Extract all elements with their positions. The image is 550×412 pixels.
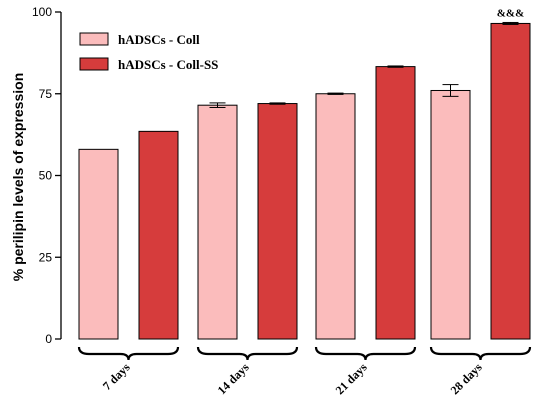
category-brace — [77, 346, 180, 361]
category-label: 7 days — [100, 360, 133, 393]
y-tick-label: 0 — [45, 332, 52, 346]
category-labels: 7 days 14 days 21 days 28 days — [77, 346, 532, 397]
category-brace — [314, 346, 417, 361]
legend: hADSCs - Coll hADSCs - Coll-SS — [79, 32, 218, 72]
bar — [490, 22, 531, 340]
bar — [78, 148, 119, 340]
bar — [257, 103, 298, 340]
legend-label: hADSCs - Coll-SS — [118, 57, 218, 72]
bar — [197, 104, 238, 340]
y-tick-label: 50 — [39, 169, 53, 183]
category-label: 14 days — [215, 360, 252, 397]
y-tick-label: 25 — [39, 250, 53, 264]
y-tick-label: 100 — [32, 5, 52, 19]
category-brace — [196, 346, 299, 361]
bar — [315, 93, 356, 340]
y-axis: 0 25 50 75 100 — [32, 5, 62, 346]
category-label: 21 days — [333, 360, 370, 397]
category-brace — [429, 346, 532, 361]
significance-annotation: &&& — [497, 7, 525, 19]
legend-swatch — [79, 57, 109, 71]
legend-swatch — [79, 32, 109, 46]
legend-label: hADSCs - Coll — [118, 32, 200, 47]
y-axis-label: % perilipin levels of expression — [10, 73, 26, 282]
bar — [375, 66, 416, 340]
bar — [138, 130, 179, 340]
bar — [430, 89, 471, 340]
y-tick-label: 75 — [39, 87, 53, 101]
bars: &&& — [78, 7, 531, 340]
category-label: 28 days — [448, 360, 485, 397]
